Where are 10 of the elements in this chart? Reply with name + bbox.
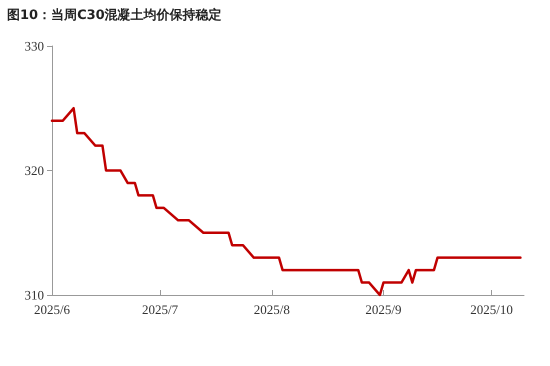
x-tick-label: 2025/10: [470, 302, 513, 317]
y-tick-label: 310: [24, 288, 44, 302]
x-tick-label: 2025/8: [254, 302, 290, 317]
line-series: [50, 107, 522, 296]
x-tick-label: 2025/9: [365, 302, 402, 317]
x-tick-label: 2025/6: [34, 302, 71, 317]
x-tick-label: 2025/7: [142, 302, 179, 317]
y-tick-label: 330: [24, 38, 44, 54]
y-tick-label: 320: [24, 163, 44, 178]
chart-title: 图10：当周C30混凝土均价保持稳定: [7, 7, 222, 23]
